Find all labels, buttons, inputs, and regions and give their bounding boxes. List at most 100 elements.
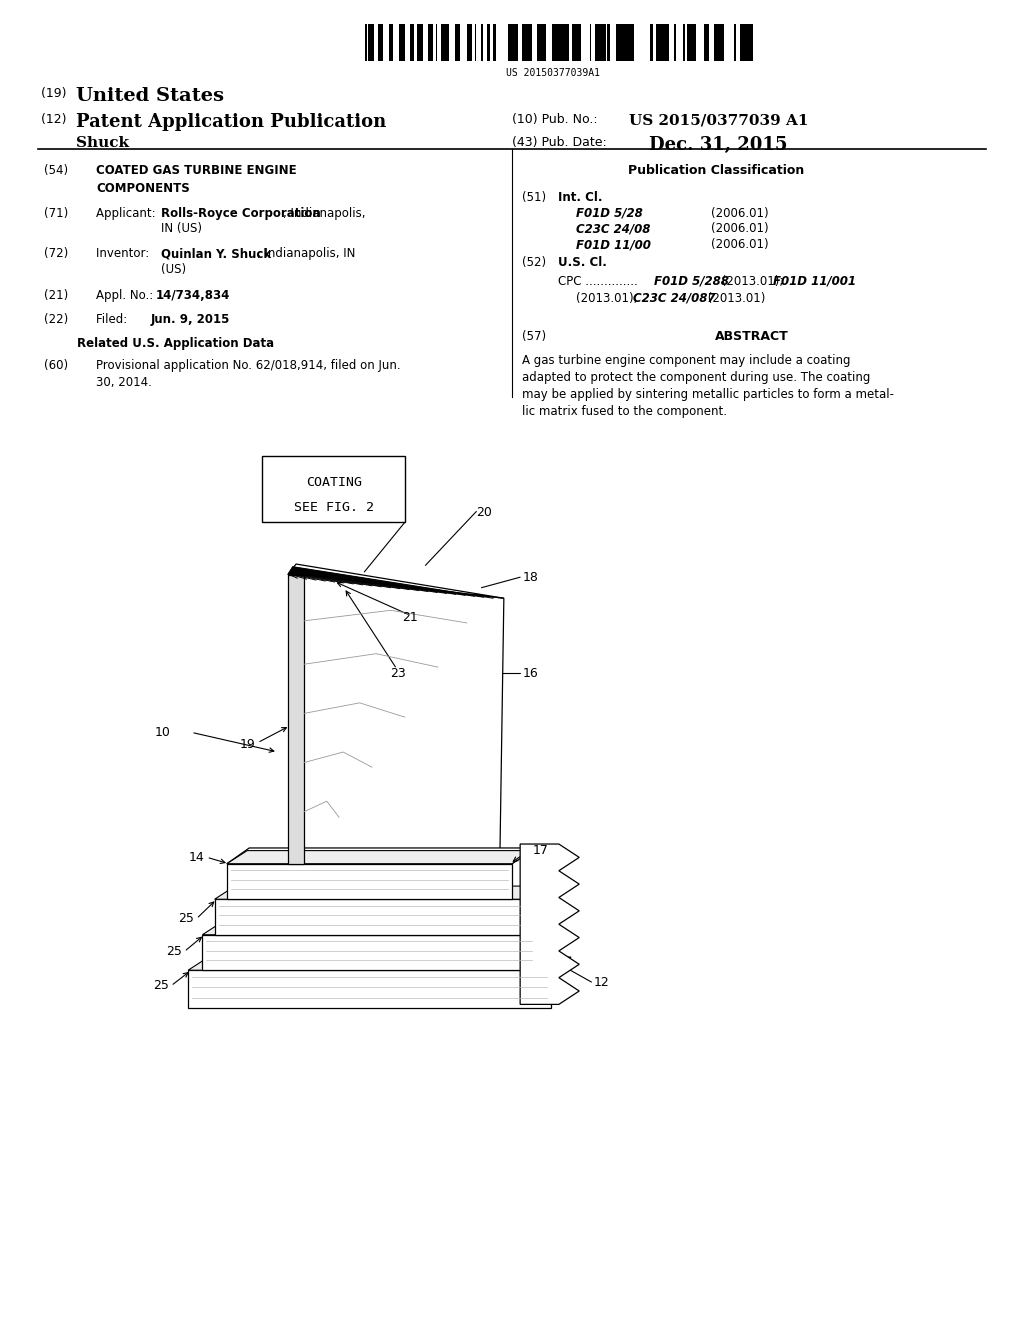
Text: CPC ..............: CPC .............. <box>558 275 641 288</box>
Bar <box>714 24 716 61</box>
Bar <box>590 24 591 61</box>
Text: Rolls-Royce Corporation: Rolls-Royce Corporation <box>161 206 321 219</box>
Polygon shape <box>227 850 532 863</box>
Text: Applicant:: Applicant: <box>96 206 160 219</box>
Bar <box>721 24 724 61</box>
Text: COMPONENTS: COMPONENTS <box>96 182 190 194</box>
Text: US 20150377039A1: US 20150377039A1 <box>506 69 600 78</box>
Text: (2013.01): (2013.01) <box>705 292 766 305</box>
Bar <box>443 24 444 61</box>
Text: (2006.01): (2006.01) <box>711 238 768 251</box>
Text: IN (US): IN (US) <box>161 222 202 235</box>
Text: (2006.01): (2006.01) <box>711 206 768 219</box>
Bar <box>552 24 553 61</box>
Text: US 2015/0377039 A1: US 2015/0377039 A1 <box>629 114 809 127</box>
Bar <box>467 24 470 61</box>
Text: may be applied by sintering metallic particles to form a metal-: may be applied by sintering metallic par… <box>522 388 894 401</box>
Text: 18: 18 <box>522 570 538 583</box>
Polygon shape <box>215 886 545 899</box>
Bar <box>513 24 518 61</box>
Text: (10) Pub. No.:: (10) Pub. No.: <box>512 114 602 127</box>
Polygon shape <box>215 899 524 935</box>
Text: C23C 24/08: C23C 24/08 <box>577 222 650 235</box>
Bar <box>369 24 370 61</box>
Bar <box>420 24 423 61</box>
Bar <box>410 24 414 61</box>
Bar <box>487 24 489 61</box>
Text: Provisional application No. 62/018,914, filed on Jun.: Provisional application No. 62/018,914, … <box>96 359 401 372</box>
Bar <box>742 24 748 61</box>
Bar <box>399 24 401 61</box>
Bar <box>378 24 382 61</box>
Text: 17: 17 <box>532 843 548 857</box>
Polygon shape <box>188 970 551 1008</box>
Text: (52): (52) <box>522 256 547 269</box>
Bar <box>508 24 513 61</box>
Bar <box>621 24 626 61</box>
Polygon shape <box>203 935 537 970</box>
Polygon shape <box>227 847 535 863</box>
Text: Appl. No.:: Appl. No.: <box>96 289 158 302</box>
Bar <box>539 24 544 61</box>
Bar <box>716 24 721 61</box>
Text: ABSTRACT: ABSTRACT <box>715 330 788 343</box>
Bar <box>389 24 393 61</box>
Text: (19): (19) <box>42 87 71 100</box>
Bar <box>544 24 546 61</box>
Bar <box>528 24 530 61</box>
Text: , Indianapolis, IN: , Indianapolis, IN <box>257 247 355 260</box>
Text: (54): (54) <box>43 165 68 177</box>
Bar <box>475 24 476 61</box>
Text: C23C 24/087: C23C 24/087 <box>633 292 716 305</box>
Text: F01D 5/288: F01D 5/288 <box>653 275 728 288</box>
Bar <box>262 457 406 521</box>
Bar <box>595 24 600 61</box>
Polygon shape <box>288 564 504 598</box>
Text: 16: 16 <box>522 667 538 680</box>
Text: Int. Cl.: Int. Cl. <box>558 191 602 203</box>
Bar <box>604 24 606 61</box>
Text: (51): (51) <box>522 191 547 203</box>
Bar <box>607 24 609 61</box>
Text: (72): (72) <box>43 247 68 260</box>
Text: F01D 11/001: F01D 11/001 <box>773 275 856 288</box>
Bar <box>577 24 581 61</box>
Bar <box>436 24 437 61</box>
Text: 21: 21 <box>402 611 418 624</box>
Text: Jun. 9, 2015: Jun. 9, 2015 <box>151 313 229 326</box>
Text: Quinlan Y. Shuck: Quinlan Y. Shuck <box>161 247 270 260</box>
Text: , Indianapolis,: , Indianapolis, <box>283 206 366 219</box>
Text: lic matrix fused to the component.: lic matrix fused to the component. <box>522 405 727 418</box>
Polygon shape <box>304 574 504 863</box>
Bar <box>370 24 375 61</box>
Text: 20: 20 <box>476 507 493 519</box>
Bar <box>565 24 569 61</box>
Bar <box>629 24 630 61</box>
Bar <box>657 24 658 61</box>
Bar <box>559 24 565 61</box>
Bar <box>441 24 443 61</box>
Bar <box>418 24 420 61</box>
Bar <box>600 24 604 61</box>
Text: (2006.01): (2006.01) <box>711 222 768 235</box>
Text: (43) Pub. Date:: (43) Pub. Date: <box>512 136 607 149</box>
Text: United States: United States <box>76 87 224 104</box>
Bar <box>558 24 559 61</box>
Polygon shape <box>520 843 580 1005</box>
Bar <box>658 24 659 61</box>
Text: Publication Classification: Publication Classification <box>628 165 804 177</box>
Bar <box>626 24 629 61</box>
Bar <box>689 24 690 61</box>
Bar <box>401 24 404 61</box>
Bar <box>690 24 696 61</box>
Text: Patent Application Publication: Patent Application Publication <box>76 114 386 131</box>
Bar <box>537 24 539 61</box>
Text: 19: 19 <box>240 738 255 751</box>
Text: 14/734,834: 14/734,834 <box>156 289 230 302</box>
Bar <box>429 24 433 61</box>
Text: A gas turbine engine component may include a coating: A gas turbine engine component may inclu… <box>522 354 851 367</box>
Text: 30, 2014.: 30, 2014. <box>96 376 153 389</box>
Bar <box>687 24 689 61</box>
Text: U.S. Cl.: U.S. Cl. <box>558 256 606 269</box>
Bar <box>650 24 653 61</box>
